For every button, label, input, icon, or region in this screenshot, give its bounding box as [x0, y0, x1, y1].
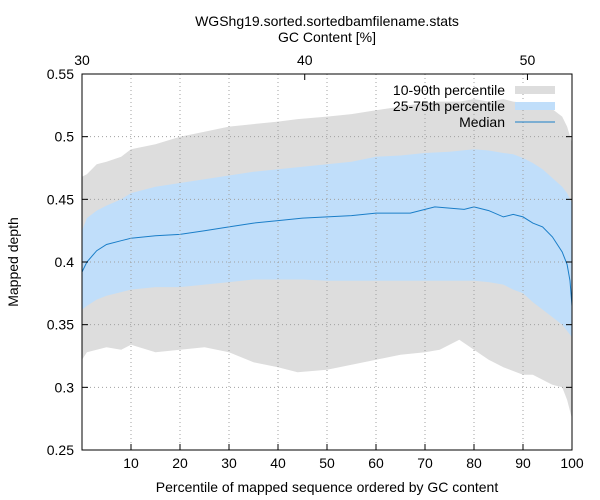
x-axis-label: Percentile of mapped sequence ordered by… — [156, 479, 499, 495]
median-line — [81, 206, 573, 306]
y-axis-label: Mapped depth — [5, 217, 21, 307]
x-tick-label: 90 — [515, 455, 531, 471]
x-tick-label: 60 — [368, 455, 384, 471]
x-tick-label: 50 — [319, 455, 335, 471]
x2-tick-label: 50 — [520, 52, 536, 68]
y-tick-label: 0.4 — [55, 254, 75, 270]
band-area-2 — [82, 149, 572, 338]
legend-label: 25-75th percentile — [393, 98, 505, 114]
y-tick-label: 0.35 — [47, 317, 74, 333]
chart-title: WGShg19.sorted.sortedbamfilename.stats — [195, 13, 459, 29]
axes: 0.25 0.3 0.35 0.4 0.45 0.5 0.55 10 20 30 40 50 60 70 8… — [47, 52, 584, 471]
y-tick-label: 0.5 — [55, 129, 75, 145]
y-tick-label: 0.25 — [47, 442, 74, 458]
legend-swatch — [515, 86, 555, 94]
x-tick-label: 80 — [466, 455, 482, 471]
x-tick-label: 20 — [172, 455, 188, 471]
x-tick-label: 30 — [221, 455, 237, 471]
x-tick-label: 100 — [560, 455, 584, 471]
x-tick-label: 10 — [123, 455, 139, 471]
y-tick-label: 0.45 — [47, 191, 74, 207]
legend-label: 10-90th percentile — [393, 82, 505, 98]
legend-label: Median — [459, 114, 505, 130]
x-tick-label: 70 — [417, 455, 433, 471]
x2-tick-label: 30 — [74, 52, 90, 68]
top-axis-label: GC Content [%] — [278, 29, 376, 45]
y-tick-label: 0.55 — [47, 66, 74, 82]
x-tick-label: 40 — [270, 455, 286, 471]
legend-swatch — [515, 102, 555, 110]
x2-tick-label: 40 — [297, 52, 313, 68]
y-tick-label: 0.3 — [55, 379, 75, 395]
grid — [82, 74, 572, 450]
